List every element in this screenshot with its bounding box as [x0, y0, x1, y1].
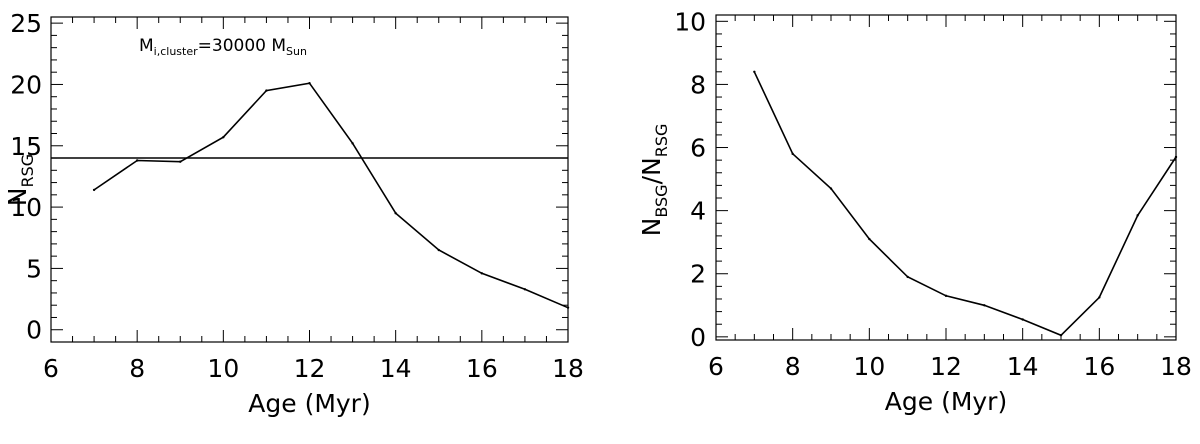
y-tick-label: 8	[690, 70, 706, 99]
x-tick-label: 14	[380, 354, 412, 383]
y-axis-title-denominator: N	[637, 157, 666, 176]
x-tick-label: 16	[466, 354, 498, 383]
x-tick-label: 14	[1007, 352, 1039, 381]
data-point	[523, 288, 527, 291]
data-point	[753, 70, 756, 73]
data-point	[351, 142, 354, 145]
annotation-m: M	[139, 36, 154, 56]
y-tick-label: 2	[690, 260, 706, 289]
y-tick-label: 25	[10, 9, 42, 38]
data-point	[868, 237, 871, 241]
data-point	[566, 306, 570, 309]
x-tick-label: 10	[207, 354, 239, 383]
data-point	[308, 82, 311, 85]
y-axis-title-numerator-subscript: BSG	[652, 184, 671, 217]
data-point	[1136, 214, 1139, 217]
left-panel-nrsg-vs-age: 6 8 10 12 14 16 18 0 5 10 15 20 25 Age (Myr) NRSG Mi,cl…	[3, 9, 584, 418]
series-line	[753, 71, 1177, 337]
annotation-value: =30000	[198, 36, 266, 56]
data-point	[480, 272, 484, 275]
x-tick-label: 12	[930, 352, 962, 381]
data-point	[791, 152, 794, 156]
x-axis-title: Age (Myr)	[248, 389, 370, 418]
y-tick-label: 15	[10, 132, 42, 161]
y-tick-label: 10	[10, 193, 42, 222]
data-point	[265, 89, 268, 92]
x-tick-label: 16	[1083, 352, 1115, 381]
x-tick-label: 12	[294, 354, 326, 383]
x-axis-title: Age (Myr)	[885, 387, 1007, 416]
x-tick-label: 18	[1160, 352, 1192, 381]
series-line	[93, 82, 569, 309]
data-point	[906, 275, 909, 279]
y-tick-label: 0	[690, 323, 706, 352]
y-axis-title-slash: /	[637, 175, 666, 184]
x-tick-label: 18	[552, 354, 584, 383]
data-point	[394, 212, 397, 215]
y-tick-label: 10	[674, 7, 706, 36]
data-point	[944, 294, 948, 298]
y-tick-label: 4	[690, 197, 706, 226]
annotation-m-sun: M	[271, 36, 286, 56]
y-axis-title-denominator-subscript: RSG	[652, 124, 671, 158]
y-axis-title-numerator: N	[637, 218, 666, 237]
data-point	[1174, 155, 1178, 159]
data-point	[437, 248, 440, 252]
y-axis-title: NRSG	[3, 154, 37, 206]
data-point	[179, 160, 182, 163]
data-point	[135, 159, 139, 162]
y-axis-title-main: N	[3, 187, 32, 206]
data-point	[92, 188, 96, 192]
plot-frame	[715, 14, 1177, 341]
data-point	[222, 135, 225, 139]
annotation-cluster-mass: Mi,cluster=30000 MSun	[139, 36, 307, 58]
x-tick-label: 6	[43, 354, 59, 383]
x-tick-label: 10	[853, 352, 885, 381]
x-tick-label: 8	[129, 354, 145, 383]
plot-frame	[50, 16, 569, 343]
y-tick-label: 20	[10, 70, 42, 99]
y-axis-title: NBSG/NRSG	[637, 124, 671, 237]
y-tick-label: 6	[690, 134, 706, 163]
data-point	[1059, 334, 1063, 337]
x-tick-label: 8	[785, 352, 801, 381]
annotation-m-subscript: i,cluster	[154, 45, 198, 58]
y-tick-label: 0	[26, 316, 42, 345]
data-point	[829, 187, 833, 190]
x-tick-label: 6	[708, 352, 724, 381]
y-tick-label: 5	[26, 254, 42, 283]
data-point	[1098, 296, 1101, 299]
data-point	[1021, 318, 1024, 321]
annotation-sun-subscript: Sun	[286, 45, 307, 58]
y-axis-title-subscript: RSG	[18, 154, 37, 188]
data-point	[983, 304, 986, 307]
